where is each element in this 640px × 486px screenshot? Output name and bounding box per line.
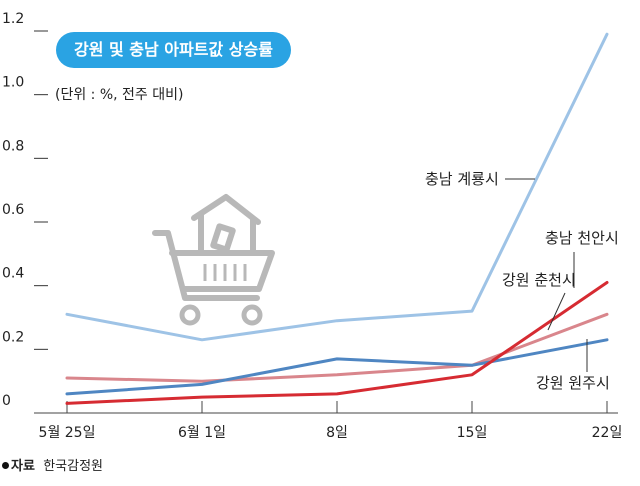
x-tick-label: 15일 [457,425,488,441]
y-tick-label: 0.8 [2,138,24,154]
y-tick-label: 0.2 [2,329,24,345]
series-label: 강원 원주시 [536,374,610,392]
series-line [65,281,609,405]
unit-note: (단위 : %, 전주 대비) [55,87,184,103]
series-lines [65,32,609,405]
y-tick-label: 0 [2,393,11,409]
bullet-icon [2,462,9,469]
x-tick-label: 5월 25일 [39,425,96,441]
source-note: 자료 한국감정원 [2,455,103,474]
y-tick-label: 1.0 [2,75,24,91]
leader-line [547,292,566,331]
series-line [65,338,609,396]
x-axis: 5월 25일 6월 1일 8일 15일 22일 [34,401,622,441]
shopping-cart-icon [152,194,275,326]
source-text: 한국감정원 [43,459,103,474]
source-label: 자료 [11,459,35,474]
series-line [65,312,609,383]
series-label: 충남 계룡시 [425,170,499,188]
x-tick-label: 8일 [326,425,348,441]
y-tick-label: 0.4 [2,266,24,282]
y-tick-label: 0.6 [2,202,24,218]
chart-title: 강원 및 충남 아파트값 상승률 [56,32,291,68]
series-label: 충남 천안시 [545,229,619,247]
x-tick-label: 6월 1일 [178,425,226,441]
series-label: 강원 춘천시 [502,271,576,289]
x-tick-label: 22일 [592,425,623,441]
y-axis: 0 0.2 0.4 0.6 0.8 1.0 1.2 [2,11,48,414]
y-tick-label: 1.2 [2,11,24,27]
series-line [65,32,609,342]
